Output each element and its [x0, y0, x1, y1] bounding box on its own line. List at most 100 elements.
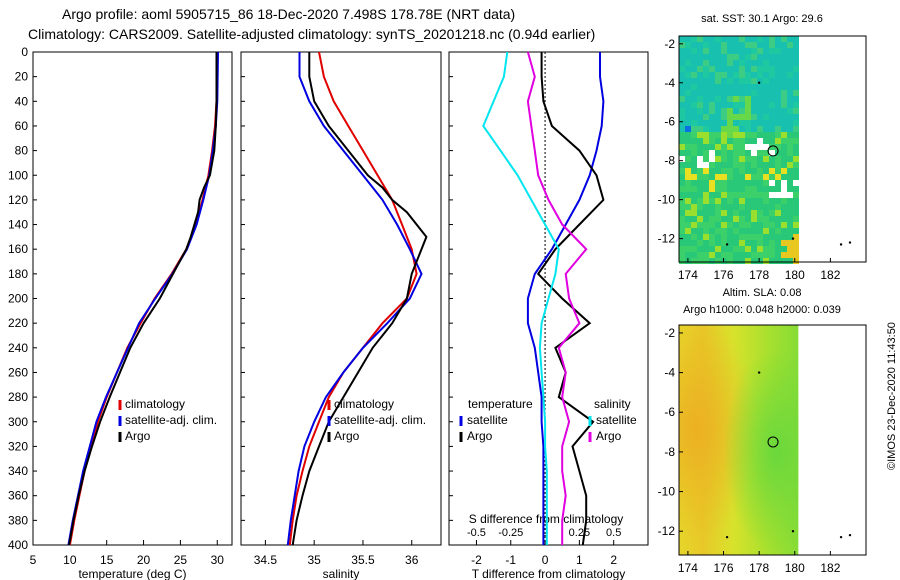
sst-cell: [721, 198, 727, 204]
sst-cell: [679, 102, 685, 108]
sst-cell: [775, 42, 781, 48]
sst-cell: [727, 258, 733, 264]
x-tick-label: 34.5: [254, 553, 278, 567]
y-tick-label: 400: [8, 538, 28, 552]
map-y-tick-label: -8: [664, 445, 675, 459]
sst-cell: [775, 192, 781, 198]
sst-cell: [679, 240, 685, 246]
sst-cell: [685, 102, 691, 108]
sst-cell: [691, 240, 697, 246]
figure-title-line-2: Climatology: CARS2009. Satellite-adjuste…: [28, 26, 596, 42]
sst-cell: [679, 126, 685, 132]
sst-cell: [709, 252, 715, 258]
x-tick-label: 1: [576, 553, 583, 567]
sst-cell: [763, 186, 769, 192]
sst-cell: [703, 222, 709, 228]
sst-cell: [781, 156, 787, 162]
sst-cell: [709, 258, 715, 264]
sst-cell: [679, 210, 685, 216]
sst-cell: [703, 120, 709, 126]
sst-cell: [793, 198, 799, 204]
sst-cell: [685, 168, 691, 174]
sst-cell: [757, 252, 763, 258]
island-dot: [757, 371, 761, 374]
sst-cell: [679, 198, 685, 204]
sst-cell: [751, 138, 757, 144]
sst-cell: [751, 36, 757, 42]
x-tick-label: 2: [610, 553, 617, 567]
legend-header-salinity: salinity: [594, 397, 631, 411]
sst-cell: [775, 120, 781, 126]
sst-cell: [781, 258, 787, 264]
sst-cell: [757, 204, 763, 210]
sst-cell: [709, 204, 715, 210]
sst-cell: [679, 144, 685, 150]
sst-cell: [739, 120, 745, 126]
sst-cell: [775, 78, 781, 84]
sst-cell: [715, 78, 721, 84]
sst-cell: [685, 156, 691, 162]
map-sst-map: 174 176 178 180 182 -2 -4 -6 -8 -10 -12 sat. SST: 3…: [658, 13, 867, 282]
sst-cell: [715, 180, 721, 186]
sst-cell: [697, 216, 703, 222]
sst-cell: [745, 120, 751, 126]
island-dot: [791, 530, 795, 533]
sst-cell: [697, 54, 703, 60]
sst-cell: [685, 108, 691, 114]
sst-cell: [721, 126, 727, 132]
sst-cell: [745, 36, 751, 42]
sst-cell: [733, 54, 739, 60]
sst-cell: [787, 228, 793, 234]
sst-cell: [745, 42, 751, 48]
sst-cell: [739, 198, 745, 204]
sst-cell: [775, 66, 781, 72]
sst-cell: [781, 198, 787, 204]
sst-cell: [763, 72, 769, 78]
x-tick-label: 35.5: [351, 553, 375, 567]
sst-cell: [781, 204, 787, 210]
sst-cell: [703, 150, 709, 156]
x-tick-label: -1: [505, 553, 516, 567]
sst-cell: [691, 174, 697, 180]
sst-cell: [751, 48, 757, 54]
sst-cell: [679, 258, 685, 264]
sst-cell: [685, 132, 691, 138]
sst-cell: [709, 198, 715, 204]
legend-label: climatology: [125, 397, 185, 411]
sst-cell: [703, 48, 709, 54]
sst-cell: [733, 168, 739, 174]
sst-cell: [739, 138, 745, 144]
sst-cell: [691, 156, 697, 162]
sst-cell: [691, 48, 697, 54]
sst-cell: [703, 114, 709, 120]
sst-cell: [745, 222, 751, 228]
sst-cell: [739, 156, 745, 162]
sst-cell: [745, 174, 751, 180]
sst-cell: [715, 60, 721, 66]
sst-cell: [757, 150, 763, 156]
sst-cell: [787, 186, 793, 192]
y-tick-label: 140: [8, 218, 28, 232]
sst-cell: [769, 66, 775, 72]
sst-cell: [697, 144, 703, 150]
sst-cell: [763, 252, 769, 258]
sst-cell: [715, 48, 721, 54]
sst-cell: [739, 54, 745, 60]
sst-cell: [769, 144, 775, 150]
sst-cell: [775, 216, 781, 222]
sst-cell: [769, 60, 775, 66]
sst-cell: [703, 90, 709, 96]
sst-cell: [703, 258, 709, 264]
sst-cell: [775, 246, 781, 252]
sst-cell: [685, 180, 691, 186]
map-x-tick-label: 182: [820, 561, 840, 575]
sst-cell: [769, 162, 775, 168]
sst-cell: [691, 72, 697, 78]
sst-cell: [793, 216, 799, 222]
sst-cell: [793, 132, 799, 138]
sst-cell: [733, 240, 739, 246]
sst-cell: [703, 54, 709, 60]
sst-cell: [691, 66, 697, 72]
sst-cell: [781, 252, 787, 258]
sst-cell: [733, 36, 739, 42]
